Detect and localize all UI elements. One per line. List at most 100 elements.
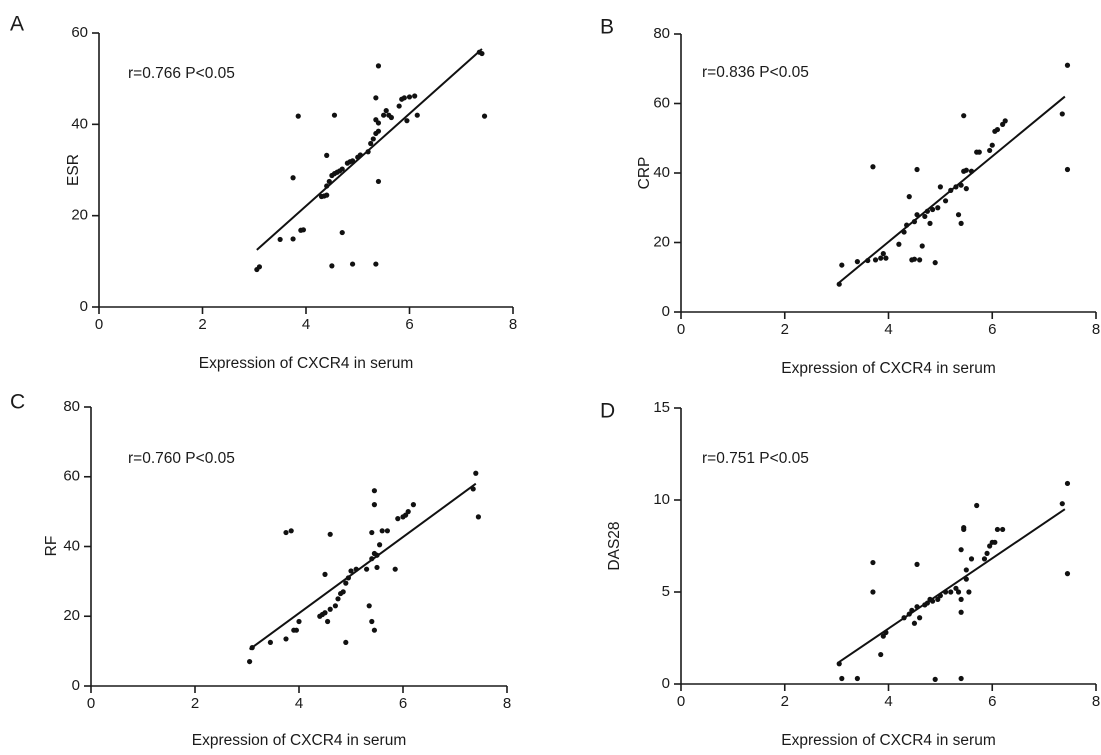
x-tick-label: 8	[503, 695, 511, 712]
data-point	[348, 568, 354, 574]
data-point	[371, 488, 377, 494]
data-point	[992, 539, 998, 545]
data-point	[906, 611, 912, 617]
data-point	[277, 236, 283, 243]
data-point	[1059, 501, 1065, 507]
data-point	[331, 112, 338, 118]
data-point	[327, 606, 333, 612]
data-point	[981, 556, 988, 562]
x-tick-label: 0	[677, 693, 685, 710]
x-tick-label: 4	[884, 321, 892, 338]
data-point	[256, 264, 263, 270]
data-point	[937, 184, 943, 190]
data-point	[375, 63, 382, 69]
x-tick-label: 4	[884, 693, 892, 710]
y-tick-label: 80	[63, 398, 80, 415]
data-point	[896, 241, 902, 247]
correlation-annotation: r=0.836 P<0.05	[702, 64, 809, 81]
y-tick-label: 0	[662, 675, 670, 692]
y-tick-label: 60	[63, 468, 80, 485]
data-point	[878, 255, 884, 261]
y-tick-label: 40	[653, 164, 670, 181]
data-point	[911, 219, 918, 225]
data-point	[343, 639, 349, 646]
data-point	[475, 514, 481, 520]
data-point	[470, 486, 476, 492]
y-axis-title: DAS28	[606, 521, 623, 570]
data-point	[473, 470, 479, 476]
data-point	[878, 651, 884, 658]
data-point	[935, 205, 941, 211]
data-point	[366, 603, 372, 609]
data-point	[932, 260, 938, 266]
x-tick-label: 6	[988, 321, 996, 338]
data-point	[958, 547, 964, 553]
data-point	[963, 186, 969, 192]
data-point	[324, 192, 330, 198]
data-point	[332, 603, 338, 609]
panel-label: C	[10, 391, 25, 414]
data-point	[942, 198, 949, 204]
data-point	[911, 620, 918, 626]
data-point	[836, 281, 842, 287]
data-point	[340, 589, 346, 595]
data-point	[300, 227, 307, 233]
data-point	[339, 166, 345, 172]
data-point	[325, 618, 331, 625]
data-point	[914, 212, 920, 218]
data-point	[404, 118, 410, 124]
data-point	[958, 220, 964, 226]
x-tick-label: 2	[198, 316, 206, 333]
data-point	[872, 257, 879, 263]
x-tick-label: 4	[295, 695, 303, 712]
data-point	[942, 589, 949, 595]
data-point	[937, 593, 943, 599]
correlation-annotation: r=0.760 P<0.05	[128, 450, 235, 467]
data-point	[976, 149, 982, 155]
data-point	[349, 158, 356, 164]
correlation-annotation: r=0.766 P<0.05	[128, 65, 235, 82]
data-point	[481, 113, 488, 119]
data-point	[917, 257, 923, 263]
data-point	[1064, 571, 1071, 577]
x-tick-label: 8	[509, 316, 517, 333]
data-point	[1000, 526, 1006, 533]
data-point	[368, 140, 374, 147]
data-point	[958, 182, 964, 188]
data-point	[396, 103, 402, 109]
data-point	[290, 175, 296, 181]
data-point	[324, 183, 330, 189]
x-tick-label: 8	[1092, 693, 1100, 710]
data-point	[932, 676, 938, 683]
data-point	[283, 636, 289, 642]
x-axis-title: Expression of CXCR4 in serum	[781, 732, 996, 749]
x-tick-label: 2	[781, 693, 789, 710]
data-point	[958, 596, 964, 602]
y-tick-label: 80	[653, 25, 670, 42]
data-point	[388, 114, 394, 121]
data-point	[883, 255, 889, 261]
data-point	[249, 645, 255, 651]
data-point	[349, 261, 356, 267]
data-point	[379, 528, 385, 534]
y-tick-label: 10	[653, 491, 670, 508]
data-point	[865, 257, 871, 264]
y-tick-label: 40	[63, 537, 80, 554]
data-point	[968, 168, 975, 174]
data-point	[327, 531, 333, 537]
data-point	[383, 108, 389, 114]
data-point	[974, 502, 980, 509]
data-point	[924, 600, 931, 606]
data-point	[295, 113, 301, 119]
data-point	[958, 609, 964, 615]
data-point	[345, 575, 351, 581]
data-point	[293, 627, 299, 633]
x-tick-label: 4	[302, 316, 310, 333]
data-point	[339, 229, 345, 236]
data-point	[1002, 118, 1008, 124]
data-point	[374, 552, 380, 558]
data-point	[955, 589, 962, 595]
data-point	[267, 639, 273, 646]
data-point	[836, 661, 842, 667]
data-point	[369, 529, 375, 536]
